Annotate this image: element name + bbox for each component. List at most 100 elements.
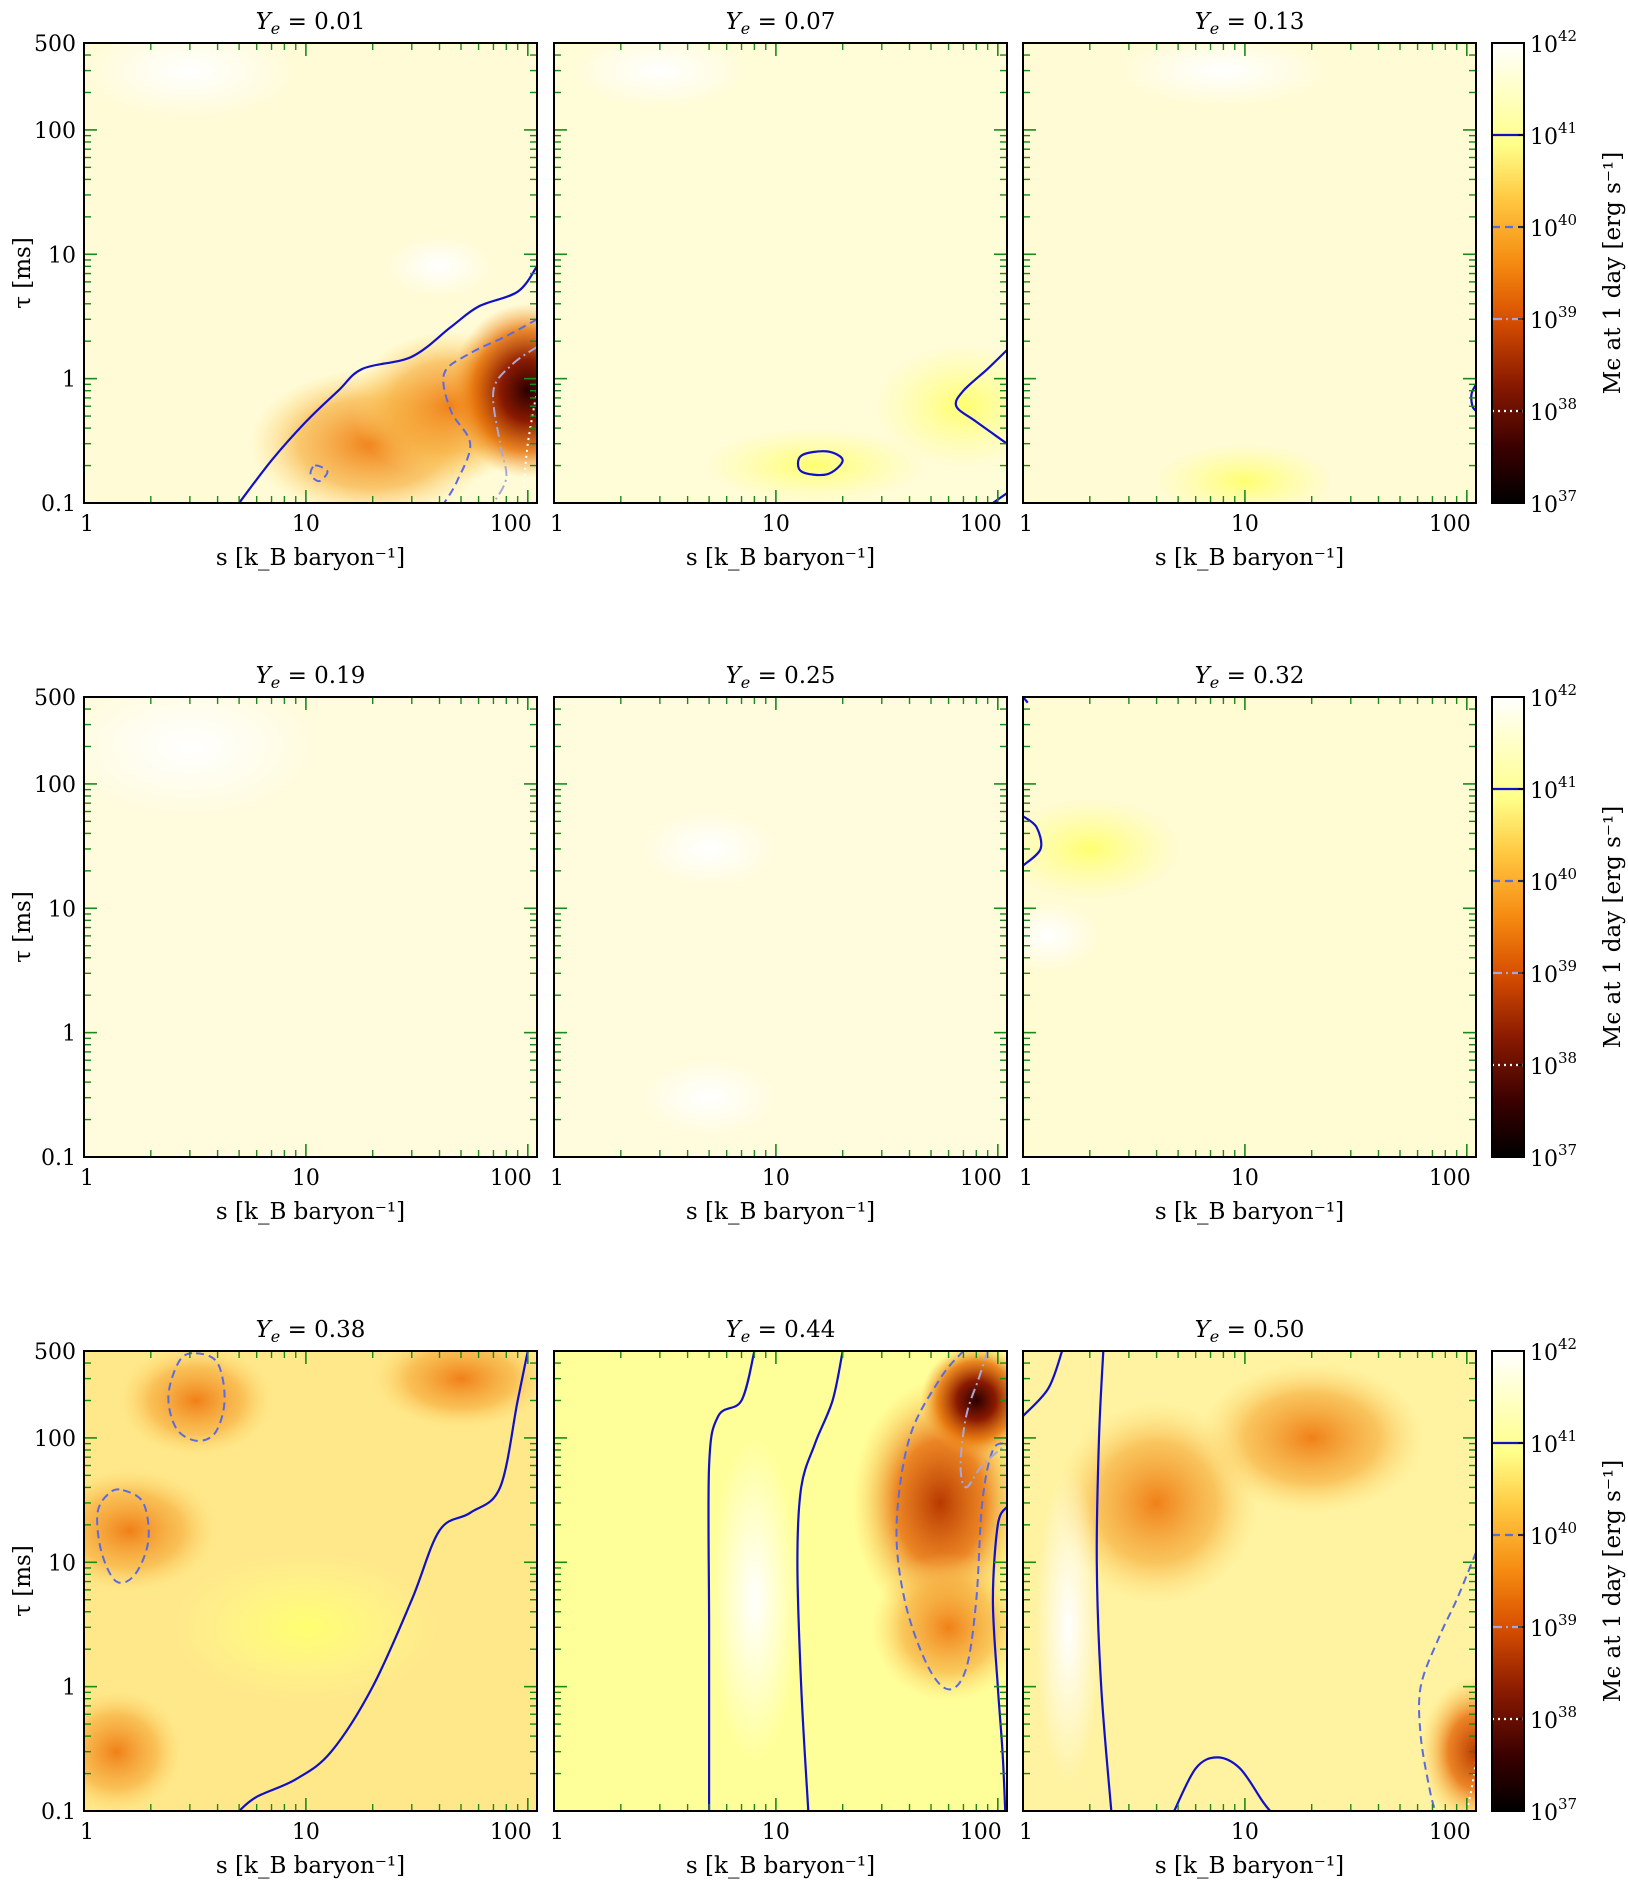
contour-dashed	[895, 1351, 1007, 1691]
x-tick-label: 1	[1019, 512, 1033, 537]
x-tick-label: 1	[1019, 1166, 1033, 1191]
x-tick-label: 10	[292, 1166, 320, 1191]
plot-frame	[1022, 696, 1477, 1158]
y-tick-label: 1	[62, 1676, 76, 1701]
contour-solid	[1173, 1756, 1272, 1811]
contour-solid	[1023, 815, 1043, 867]
heatmap-shading	[920, 1351, 1007, 1457]
heatmap-field	[84, 43, 537, 503]
x-tick-label: 10	[292, 512, 320, 537]
x-tick-label: 10	[762, 512, 790, 537]
heatmap-shading	[84, 1689, 183, 1811]
y-tick-label: 100	[34, 119, 76, 144]
y-tick-label: 0.1	[41, 1146, 76, 1171]
x-tick-label: 1	[80, 512, 94, 537]
contour-solid	[954, 349, 1007, 445]
heatmap-field	[642, 811, 776, 1135]
heatmap-shading	[118, 1351, 274, 1457]
colorbar-tick-label: 1039	[1530, 303, 1577, 334]
x-axis-label: s [k_B baryon⁻¹]	[1155, 545, 1344, 571]
plot-frame	[83, 42, 538, 504]
x-tick-label: 10	[292, 1820, 320, 1845]
colorbar-tick-label: 1037	[1530, 487, 1577, 518]
colorbar-tick-label: 1041	[1530, 773, 1577, 804]
heatmap-shading	[84, 1468, 219, 1593]
heatmap-shading	[1420, 1677, 1476, 1811]
panel-title: Ye = 0.32	[1195, 663, 1305, 692]
x-tick-label: 100	[490, 1166, 532, 1191]
heatmap-background	[554, 697, 1007, 1157]
colorbar-frame	[1491, 1350, 1525, 1812]
y-tick-label: 500	[34, 686, 76, 711]
y-tick-label: 10	[48, 1551, 76, 1576]
colorbar-gradient	[1492, 697, 1524, 1157]
colorbar: 1042 1041 1040 1039 1038 1037 Mϵ at 1 day [erg…	[1491, 681, 1626, 1172]
contour-solid	[796, 1351, 844, 1811]
x-tick-label: 1	[550, 1166, 564, 1191]
y-tick-label: 100	[34, 1427, 76, 1452]
heatmap-shading	[642, 1060, 776, 1135]
x-tick-label: 10	[1231, 512, 1259, 537]
panel-title: Ye = 0.13	[1195, 9, 1305, 38]
heatmap-field	[84, 697, 323, 822]
heatmap-shading	[372, 1351, 537, 1429]
x-axis-label: s [k_B baryon⁻¹]	[216, 1853, 405, 1879]
heatmap-shading	[1035, 1465, 1102, 1789]
plot-frame	[553, 42, 1008, 504]
plot-frame	[553, 696, 1008, 1158]
x-axis-label: s [k_B baryon⁻¹]	[686, 1853, 875, 1879]
x-tick-label: 1	[80, 1166, 94, 1191]
y-axis-label: τ [ms]	[10, 1545, 36, 1617]
x-tick-label: 1	[80, 1820, 94, 1845]
x-axis-label: s [k_B baryon⁻¹]	[216, 545, 405, 571]
colorbar-tick-label: 1042	[1530, 1335, 1577, 1366]
colorbar: 1042 1041 1040 1039 1038 1037 Mϵ at 1 day [erg…	[1491, 27, 1626, 518]
colorbars-layer: 1042 1041 1040 1039 1038 1037 Mϵ at 1 day [erg…	[1491, 27, 1626, 1826]
x-tick-label: 1	[550, 512, 564, 537]
contour-dashdot	[959, 1351, 1007, 1489]
plot-frame	[553, 1350, 1008, 1812]
heatmap-shading	[870, 1552, 1007, 1702]
panel-title: Ye = 0.38	[256, 1317, 366, 1346]
colorbar-label: Mϵ at 1 day [erg s⁻¹]	[1600, 1460, 1626, 1702]
colorbar-tick-label: 1040	[1530, 865, 1577, 896]
colorbar-tick-label: 1040	[1530, 211, 1577, 242]
heatmap-shading	[1023, 898, 1104, 974]
plot-frame	[1022, 1350, 1477, 1812]
heatmap-field	[571, 43, 1007, 503]
colorbar-tick-label: 1042	[1530, 27, 1577, 58]
plot-frame	[83, 696, 538, 1158]
contour-solid	[238, 1351, 529, 1811]
contour-dashed	[309, 464, 329, 483]
colorbar-tick-label: 1038	[1530, 1049, 1577, 1080]
heatmap-background	[1023, 43, 1476, 503]
y-tick-label: 1	[62, 368, 76, 393]
heatmap-shading	[642, 811, 776, 887]
colorbar-tick-label: 1039	[1530, 1611, 1577, 1642]
plot-frame	[83, 1350, 538, 1812]
heatmap-field	[707, 1351, 1007, 1811]
x-axis-label: s [k_B baryon⁻¹]	[686, 545, 875, 571]
contour-solid	[796, 450, 844, 477]
x-tick-label: 100	[960, 512, 1002, 537]
colorbar-tick-label: 1037	[1530, 1795, 1577, 1826]
colorbar-gradient	[1492, 43, 1524, 503]
heatmap-shading	[172, 1552, 440, 1702]
x-tick-label: 1	[1019, 1820, 1033, 1845]
x-tick-label: 10	[1231, 1820, 1259, 1845]
heatmap-field	[1023, 697, 1179, 974]
heatmap-shading	[84, 697, 323, 822]
x-tick-label: 100	[1429, 1166, 1471, 1191]
contour-solid	[238, 265, 537, 503]
x-tick-label: 100	[960, 1820, 1002, 1845]
y-tick-label: 10	[48, 243, 76, 268]
y-axis-label: τ [ms]	[10, 237, 36, 309]
colorbar-tick-label: 1040	[1530, 1519, 1577, 1550]
contour-dashed	[442, 318, 537, 503]
x-tick-label: 100	[960, 1166, 1002, 1191]
plot-frame	[1022, 42, 1477, 504]
